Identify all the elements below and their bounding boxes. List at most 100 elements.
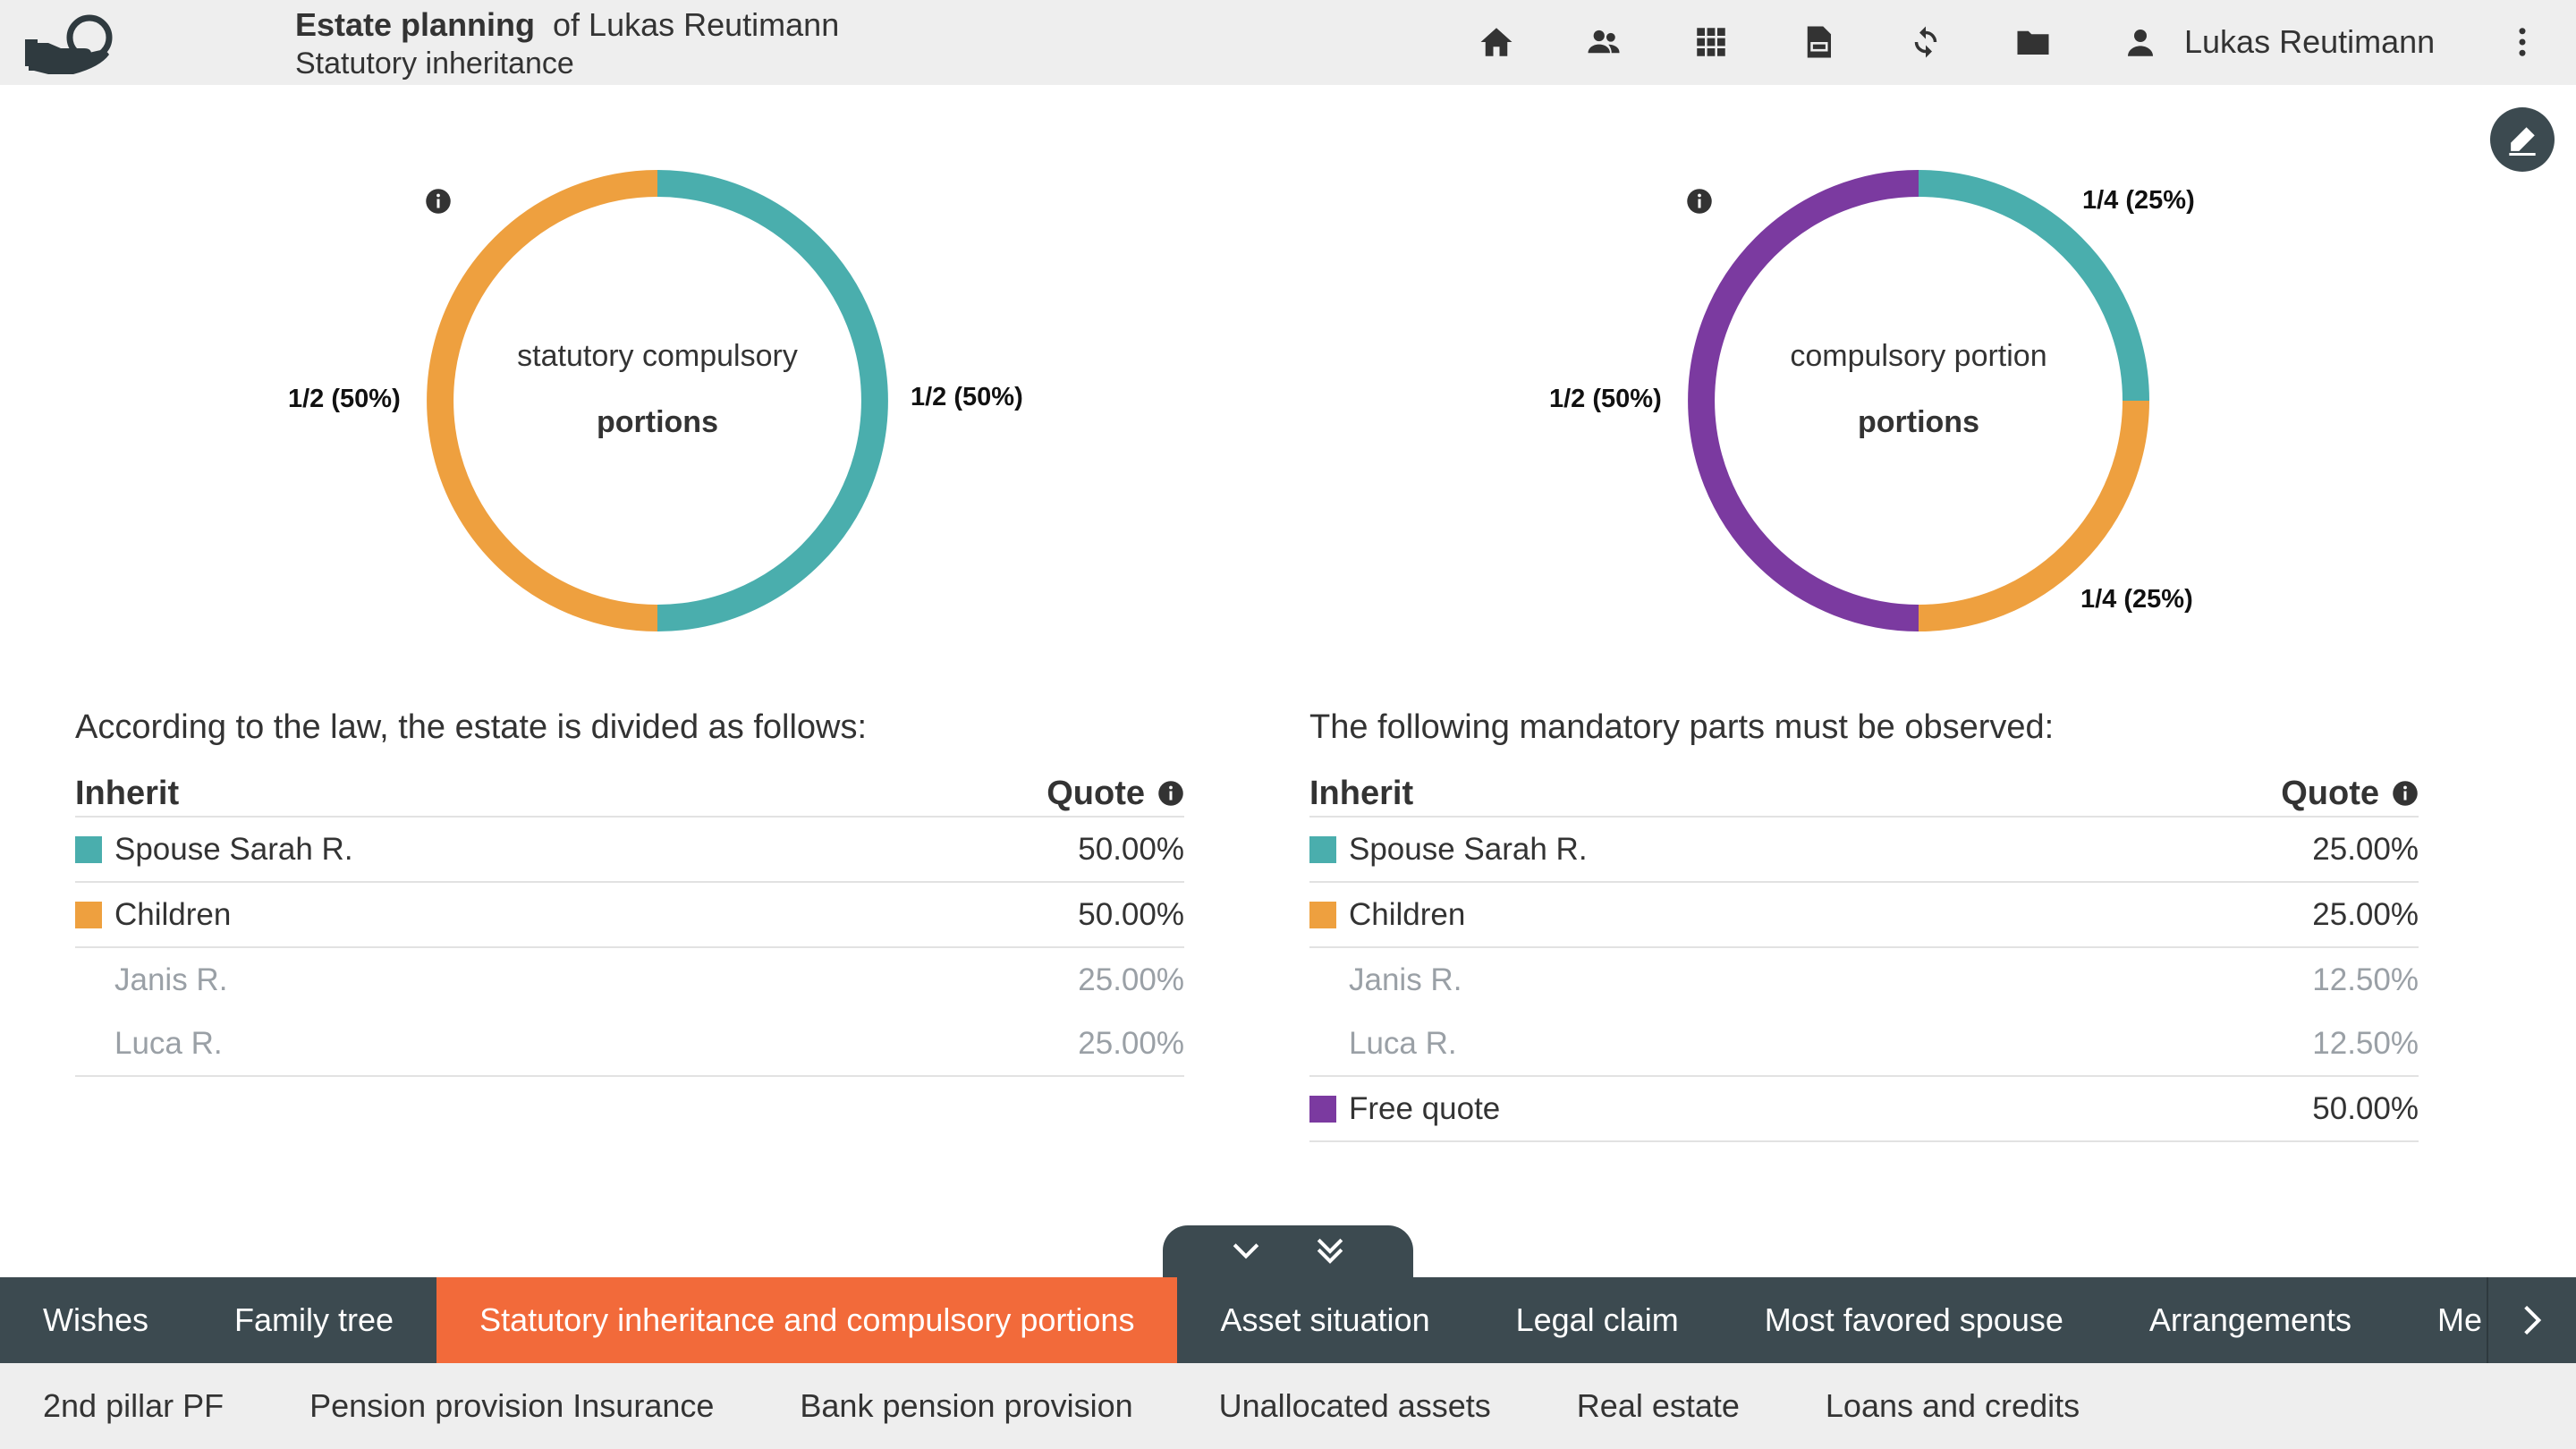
- tab-asset-situation[interactable]: Asset situation: [1220, 1301, 1430, 1338]
- row-name: Children: [114, 896, 232, 932]
- slice-label-children: 1/4 (25%): [2080, 585, 2193, 614]
- primary-nav: Wishes Family tree Statutory inheritance…: [0, 1277, 2576, 1363]
- table-row: Children 50.00%: [75, 883, 1184, 948]
- col-quote: Quote: [1046, 774, 1145, 812]
- row-quote: 50.00%: [2312, 1090, 2419, 1126]
- nav-scroll-right-button[interactable]: [2487, 1277, 2576, 1363]
- donut-slice-spouse-sarah-r[interactable]: [657, 170, 888, 631]
- donut-slice-free-quote[interactable]: [1688, 170, 1919, 631]
- children-swatch: [75, 901, 102, 928]
- hand-coin-logo-icon[interactable]: [25, 11, 123, 75]
- edit-signature-button[interactable]: [2490, 107, 2555, 172]
- row-quote: 25.00%: [2312, 831, 2419, 867]
- slice-label-spouse: 1/2 (50%): [911, 383, 1023, 411]
- pen-edit-icon: [2509, 127, 2536, 156]
- chart-center: compulsory portion portions: [1686, 168, 2151, 633]
- row-quote: 25.00%: [2312, 896, 2419, 932]
- subtab-pension-insurance[interactable]: Pension provision Insurance: [309, 1387, 715, 1424]
- chevron-down-icon[interactable]: [1226, 1232, 1266, 1271]
- row-quote: 50.00%: [1078, 831, 1184, 867]
- info-icon[interactable]: [2392, 780, 2419, 807]
- tab-family-tree[interactable]: Family tree: [234, 1301, 394, 1338]
- row-name: Spouse Sarah R.: [114, 831, 353, 867]
- nav-collapse-toggle[interactable]: [1163, 1225, 1413, 1277]
- tab-wishes[interactable]: Wishes: [43, 1301, 149, 1338]
- slice-label-free-quote: 1/2 (50%): [1549, 385, 1662, 413]
- double-chevron-down-icon[interactable]: [1310, 1232, 1350, 1271]
- row-name: Luca R.: [1349, 1025, 1457, 1061]
- chevron-right-icon: [2524, 1305, 2542, 1335]
- table-row: Children 25.00%: [1309, 883, 2419, 948]
- chart-center-title: compulsory portion: [1790, 339, 2047, 373]
- subtab-2nd-pillar[interactable]: 2nd pillar PF: [43, 1387, 225, 1424]
- table-header: Inherit Quote: [75, 771, 1184, 818]
- tab-arrangements[interactable]: Arrangements: [2148, 1301, 2351, 1338]
- slice-label-children: 1/2 (50%): [288, 385, 401, 413]
- tab-legal-claim[interactable]: Legal claim: [1515, 1301, 1679, 1338]
- subtab-unallocated-assets[interactable]: Unallocated assets: [1218, 1387, 1491, 1424]
- page-title: Estate planning: [295, 6, 536, 43]
- row-quote: 50.00%: [1078, 896, 1184, 932]
- subtab-real-estate[interactable]: Real estate: [1576, 1387, 1740, 1424]
- table-row: Spouse Sarah R. 25.00%: [1309, 818, 2419, 883]
- more-vertical-icon[interactable]: [2502, 21, 2543, 63]
- info-icon[interactable]: [1686, 188, 1713, 215]
- children-swatch: [1309, 901, 1336, 928]
- table-row: Janis R. 25.00%: [75, 948, 1184, 1012]
- title-block: Estate planning of Lukas Reutimann Statut…: [295, 5, 839, 82]
- spouse-swatch: [1309, 835, 1336, 863]
- donut-slice-children[interactable]: [427, 170, 658, 631]
- user-icon[interactable]: [2120, 21, 2161, 63]
- col-inherit: Inherit: [75, 774, 180, 812]
- donut-svg: [427, 170, 888, 631]
- chart-center: statutory compulsory portions: [425, 168, 890, 633]
- table-row: Luca R. 25.00%: [75, 1012, 1184, 1077]
- subtab-loans-credits[interactable]: Loans and credits: [1825, 1387, 2080, 1424]
- row-name: Janis R.: [114, 962, 228, 997]
- table-row: Spouse Sarah R. 50.00%: [75, 818, 1184, 883]
- row-quote: 25.00%: [1078, 962, 1184, 997]
- donut-svg: [1688, 170, 2149, 631]
- col-quote: Quote: [2281, 774, 2379, 812]
- subtab-bank-pension[interactable]: Bank pension provision: [800, 1387, 1133, 1424]
- row-quote: 12.50%: [2312, 962, 2419, 997]
- chart-center-subtitle: portions: [1858, 405, 1979, 439]
- grid-icon[interactable]: [1690, 21, 1732, 63]
- statutory-section: According to the law, the estate is divi…: [75, 707, 1184, 1077]
- row-name: Luca R.: [114, 1025, 223, 1061]
- tab-more[interactable]: Me: [2436, 1301, 2482, 1338]
- col-inherit: Inherit: [1309, 774, 1414, 812]
- people-icon[interactable]: [1583, 21, 1624, 63]
- free-quote-swatch: [1309, 1095, 1336, 1123]
- refresh-icon[interactable]: [1905, 21, 1946, 63]
- info-icon[interactable]: [1157, 780, 1184, 807]
- row-quote: 12.50%: [2312, 1025, 2419, 1061]
- chart-center-subtitle: portions: [597, 405, 718, 439]
- donut-slice-children[interactable]: [1918, 400, 2149, 631]
- compulsory-donut-chart: compulsory portion portions: [1686, 168, 2151, 633]
- app-header: Estate planning of Lukas Reutimann Statut…: [0, 0, 2576, 85]
- slice-label-spouse: 1/4 (25%): [2082, 186, 2195, 215]
- donut-slice-spouse-sarah-r[interactable]: [1918, 170, 2149, 402]
- statutory-donut-chart: statutory compulsory portions: [425, 168, 890, 633]
- page-owner: of Lukas Reutimann: [553, 6, 840, 43]
- page-subtitle: Statutory inheritance: [295, 47, 574, 80]
- user-name[interactable]: Lukas Reutimann: [2184, 23, 2436, 60]
- spouse-swatch: [75, 835, 102, 863]
- tab-most-favored-spouse[interactable]: Most favored spouse: [1764, 1301, 2063, 1338]
- table-row: Janis R. 12.50%: [1309, 948, 2419, 1012]
- house-icon[interactable]: [1476, 21, 1517, 63]
- pdf-icon[interactable]: [1798, 21, 1839, 63]
- row-name: Janis R.: [1349, 962, 1462, 997]
- row-name: Free quote: [1349, 1090, 1501, 1126]
- info-icon[interactable]: [425, 188, 452, 215]
- chart-center-title: statutory compulsory: [517, 339, 798, 373]
- table-header: Inherit Quote: [1309, 771, 2419, 818]
- table-row: Free quote 50.00%: [1309, 1077, 2419, 1142]
- secondary-nav: 2nd pillar PF Pension provision Insuranc…: [0, 1363, 2576, 1449]
- row-name: Spouse Sarah R.: [1349, 831, 1588, 867]
- section-intro: According to the law, the estate is divi…: [75, 708, 868, 746]
- folder-icon[interactable]: [2012, 21, 2054, 63]
- tab-statutory-inheritance[interactable]: Statutory inheritance and compulsory por…: [436, 1277, 1178, 1363]
- table-row: Luca R. 12.50%: [1309, 1012, 2419, 1077]
